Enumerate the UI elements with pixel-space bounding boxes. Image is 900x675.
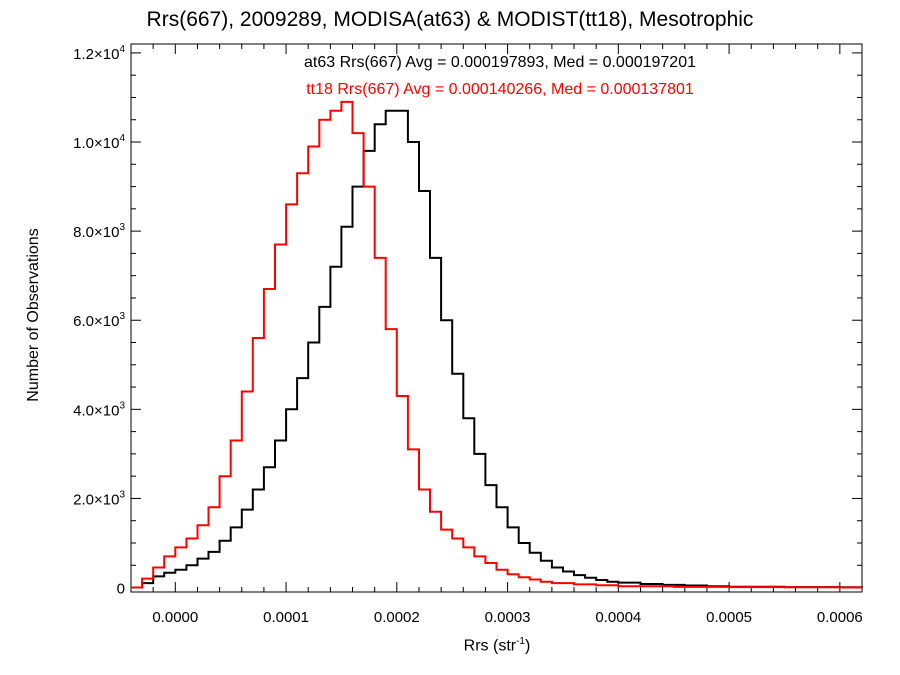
x-axis-label-text: Rrs (str — [463, 637, 517, 655]
plot-frame — [130, 43, 863, 593]
x-tick-label: 0.0001 — [263, 609, 309, 626]
y-tick-label: 1.0×104 — [73, 133, 125, 152]
x-tick-label: 0.0002 — [374, 609, 420, 626]
y-tick-label: 0 — [117, 581, 125, 598]
y-tick-label: 6.0×103 — [73, 311, 125, 330]
y-tick-label: 1.2×104 — [73, 44, 125, 63]
x-axis-label-sup: -1 — [516, 636, 526, 647]
x-tick-label: 0.0004 — [595, 609, 641, 626]
x-axis-label: Rrs (str-1) — [464, 636, 531, 655]
x-tick-label: 0.0006 — [817, 609, 863, 626]
series-tt18 — [131, 100, 862, 589]
x-tick-label: 0.0003 — [485, 609, 531, 626]
x-tick-label: 0.0000 — [152, 609, 198, 626]
series-at63 — [131, 109, 863, 589]
y-tick-label: 8.0×103 — [73, 222, 125, 241]
x-tick-label: 0.0005 — [706, 609, 752, 626]
annotation-at63: at63 Rrs(667) Avg = 0.000197893, Med = 0… — [303, 54, 697, 71]
y-tick-label: 4.0×103 — [73, 400, 125, 419]
y-tick-label: 2.0×103 — [73, 489, 125, 508]
annotation-tt18: tt18 Rrs(667) Avg = 0.000140266, Med = 0… — [306, 81, 694, 98]
y-axis-label: Number of Observations — [25, 228, 42, 402]
chart-title: Rrs(667), 2009289, MODISA(at63) & MODIST… — [146, 8, 754, 31]
x-axis-label-end: ) — [525, 637, 531, 655]
